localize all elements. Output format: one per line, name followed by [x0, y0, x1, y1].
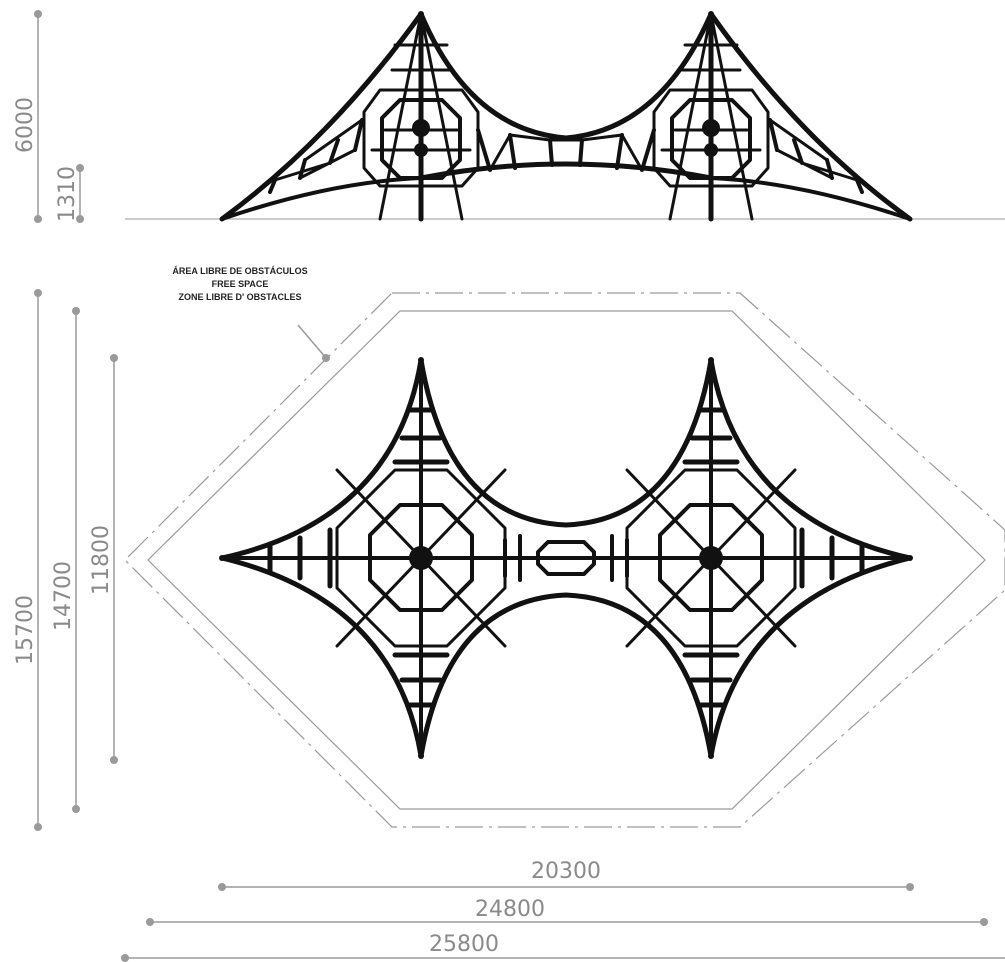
plan-view: ÁREA LIBRE DE OBSTÁCULOS FREE SPACE ZONE… [13, 266, 1005, 831]
dim-end-point [34, 289, 42, 297]
width-25800-label: 25800 [429, 932, 499, 957]
dim-end-point [146, 918, 154, 926]
dim-end-point [72, 805, 80, 813]
dim-end-point [34, 10, 42, 18]
dim-end-point [76, 164, 84, 172]
dim-end-point [110, 756, 118, 764]
side-elevation: 6000 1310 [13, 10, 1005, 223]
height-1310-label: 1310 [55, 166, 80, 222]
free-space-leader-dot [322, 354, 330, 362]
dim-end-point [76, 215, 84, 223]
free-space-label-es: ÁREA LIBRE DE OBSTÁCULOS [172, 266, 307, 276]
free-space-label-fr: ZONE LIBRE D' OBSTACLES [179, 292, 302, 302]
depth-11800-label: 11800 [89, 525, 114, 595]
depth-14700-label: 14700 [51, 561, 76, 631]
width-20300-label: 20300 [531, 859, 601, 884]
dim-end-point [34, 823, 42, 831]
width-24800-label: 24800 [475, 897, 545, 922]
free-space-boundary [124, 292, 1005, 828]
height-6000-label: 6000 [13, 97, 38, 153]
side-elevation-structure [219, 11, 913, 222]
depth-15700-label: 15700 [13, 595, 38, 665]
plan-structure [219, 357, 913, 759]
dim-end-point [110, 354, 118, 362]
free-space-leader-line [297, 324, 327, 359]
dim-end-point [34, 215, 42, 223]
safety-zone-boundary [147, 310, 986, 810]
dim-end-point [980, 918, 988, 926]
dim-end-point [72, 307, 80, 315]
free-space-label-en: FREE SPACE [212, 279, 269, 289]
dim-end-point [121, 954, 129, 962]
dim-end-point [906, 883, 914, 891]
horizontal-dimensions: 20300 24800 25800 [121, 859, 1005, 962]
dim-end-point [218, 883, 226, 891]
